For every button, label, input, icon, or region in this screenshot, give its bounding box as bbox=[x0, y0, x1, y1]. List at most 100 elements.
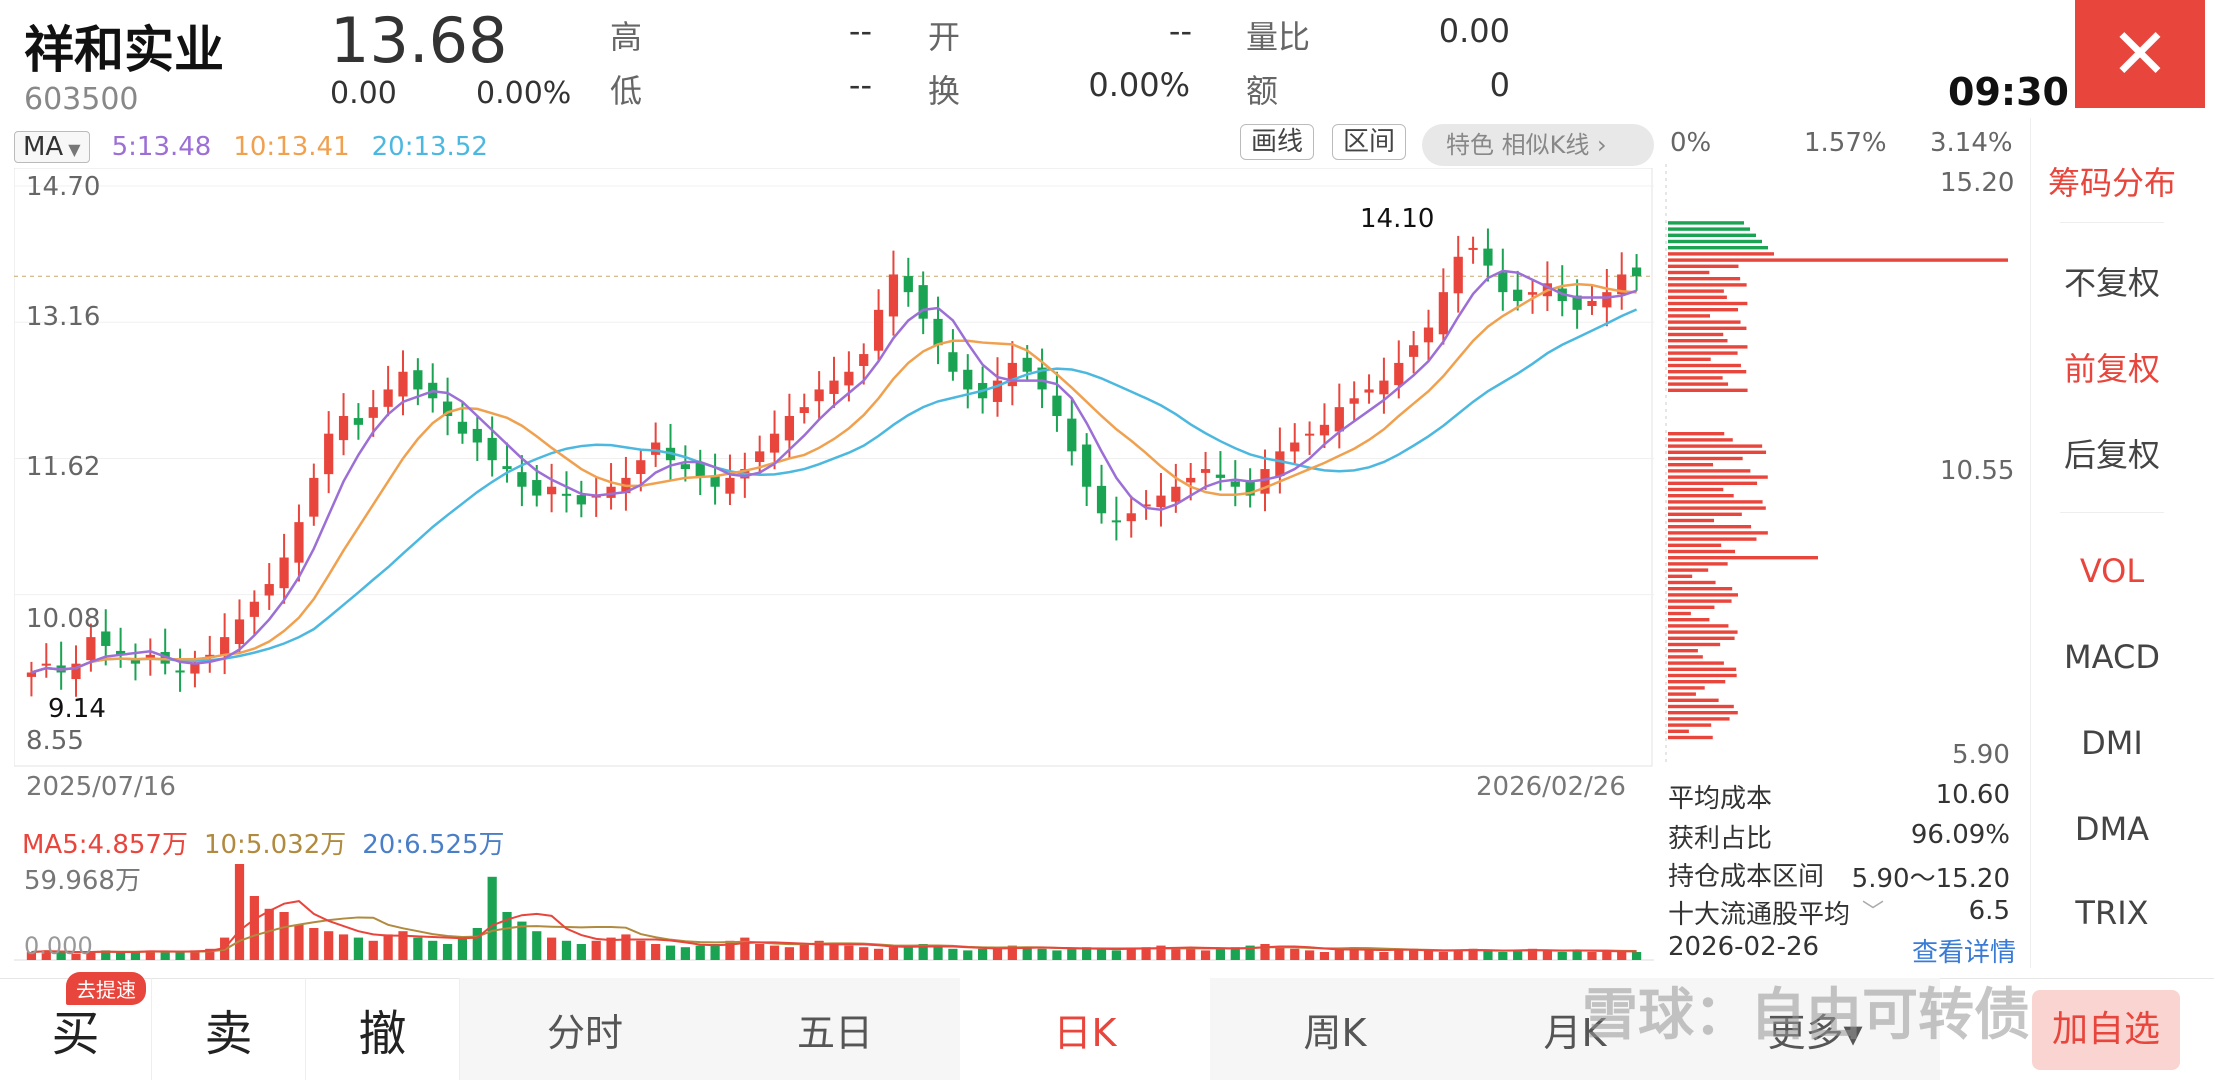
kline-chart[interactable] bbox=[14, 168, 1654, 768]
volume-chart[interactable] bbox=[14, 856, 1654, 962]
price-change: 0.00 bbox=[330, 76, 397, 111]
chip-bar bbox=[1668, 735, 1713, 740]
quote-volratio-value: 0.00 bbox=[1438, 12, 1510, 50]
candle-body bbox=[933, 318, 943, 346]
chip-bar bbox=[1668, 264, 1739, 268]
volume-bar bbox=[740, 937, 750, 960]
volume-bar bbox=[1186, 948, 1196, 960]
candle-body bbox=[487, 437, 497, 461]
chip-bar bbox=[1668, 599, 1732, 603]
chip-bar bbox=[1668, 227, 1750, 231]
volume-bar bbox=[1156, 945, 1166, 960]
vol-ma10: 10:5.032万 bbox=[203, 830, 347, 860]
candle-body bbox=[457, 421, 468, 434]
candle-body bbox=[279, 557, 289, 589]
volume-bar bbox=[1304, 950, 1315, 960]
side-item-dmi[interactable]: DMI bbox=[2081, 724, 2143, 762]
side-item-vol[interactable]: VOL bbox=[2079, 552, 2145, 590]
chip-bar bbox=[1668, 469, 1751, 473]
candle-body bbox=[115, 650, 126, 655]
chip-bar bbox=[1668, 487, 1724, 492]
tab-monthly-k[interactable]: 月K bbox=[1460, 978, 1690, 1080]
side-item-macd[interactable]: MACD bbox=[2064, 638, 2160, 676]
chip-detail-link[interactable]: 查看详情 bbox=[1912, 938, 2017, 968]
speedup-badge[interactable]: 去提速 bbox=[66, 972, 146, 1005]
side-item-dma[interactable]: DMA bbox=[2074, 810, 2150, 848]
chip-bar bbox=[1668, 258, 2008, 262]
chip-pct-tick: 3.14% bbox=[1930, 128, 2013, 158]
volume-bar bbox=[1082, 947, 1092, 960]
range-button[interactable]: 区间 bbox=[1332, 124, 1407, 160]
tab-more[interactable]: 更多▾ bbox=[1690, 978, 1940, 1080]
volume-bar bbox=[859, 947, 869, 960]
volume-bar bbox=[1572, 950, 1582, 960]
candle-body bbox=[606, 486, 616, 498]
draw-line-button[interactable]: 画线 bbox=[1240, 124, 1315, 160]
quote-turnover-label: 换 bbox=[928, 72, 961, 110]
chip-price-tick: 5.90 bbox=[1952, 740, 2010, 770]
side-item-forward-adjust[interactable]: 前复权 bbox=[2063, 350, 2160, 388]
volume-bar bbox=[1290, 948, 1300, 960]
similar-kline-button[interactable]: 特色 相似K线 › bbox=[1422, 124, 1654, 166]
candle-body bbox=[1126, 513, 1136, 522]
x-start-label: 2025/07/16 bbox=[26, 772, 176, 802]
volume-bar bbox=[1141, 947, 1151, 960]
vol-ma5-line bbox=[31, 900, 1637, 953]
volume-bar bbox=[1007, 945, 1017, 960]
chip-bar bbox=[1668, 376, 1723, 380]
candle-body bbox=[1096, 485, 1107, 514]
volume-bar bbox=[1587, 952, 1597, 960]
candle-body bbox=[1468, 247, 1478, 250]
candle-body bbox=[264, 584, 274, 596]
ma-selector[interactable]: MA ▼ bbox=[14, 131, 90, 163]
sell-button[interactable]: 卖 bbox=[152, 978, 306, 1080]
buy-button[interactable]: 买 bbox=[0, 978, 152, 1080]
vol-ma5: MA5:4.857万 bbox=[22, 830, 188, 860]
candle-body bbox=[636, 460, 646, 474]
chip-bar bbox=[1668, 246, 1768, 250]
candle-body bbox=[680, 464, 690, 470]
candle-body bbox=[1186, 477, 1196, 483]
chip-pct-tick: 1.57% bbox=[1804, 128, 1887, 158]
tab-five-day[interactable]: 五日 bbox=[710, 978, 960, 1080]
volume-bar bbox=[621, 934, 631, 960]
cancel-order-button[interactable]: 撤 bbox=[306, 978, 460, 1080]
candle-body bbox=[220, 637, 230, 656]
chevron-down-icon[interactable]: ﹀ bbox=[1862, 900, 1885, 925]
quote-turnover-value: 0.00% bbox=[1088, 66, 1190, 104]
side-item-no-adjust[interactable]: 不复权 bbox=[2063, 264, 2160, 302]
candle-body bbox=[948, 352, 958, 372]
candle-body bbox=[1304, 433, 1315, 436]
chip-bar bbox=[1668, 494, 1734, 498]
volume-bar bbox=[933, 947, 943, 960]
chip-bar bbox=[1668, 320, 1741, 324]
volume-bar bbox=[665, 945, 676, 960]
candle-body bbox=[383, 389, 393, 407]
candle-body bbox=[1260, 469, 1270, 494]
y-tick-label: 13.16 bbox=[26, 302, 101, 332]
candle-body bbox=[205, 654, 215, 657]
chip-bar bbox=[1668, 692, 1696, 696]
volume-bar bbox=[873, 948, 884, 960]
tab-weekly-k[interactable]: 周K bbox=[1210, 978, 1460, 1080]
close-button[interactable]: ✕ bbox=[2075, 0, 2205, 108]
tab-intraday[interactable]: 分时 bbox=[460, 978, 710, 1080]
candle-body bbox=[873, 309, 884, 351]
volume-bar bbox=[755, 944, 765, 960]
add-watchlist-button[interactable]: 加自选 bbox=[2032, 990, 2180, 1070]
tab-daily-k[interactable]: 日K bbox=[960, 978, 1210, 1080]
candle-body bbox=[1394, 362, 1404, 386]
candle-body bbox=[992, 380, 1003, 402]
chip-bar bbox=[1668, 618, 1710, 622]
side-item-trix[interactable]: TRIX bbox=[2075, 894, 2149, 932]
volume-bar bbox=[769, 945, 780, 960]
candle-body bbox=[1513, 289, 1523, 301]
chip-bar bbox=[1668, 432, 1725, 436]
chip-distribution-chart[interactable] bbox=[1664, 164, 2014, 764]
ma20-value: 20:13.52 bbox=[371, 132, 488, 162]
close-icon: ✕ bbox=[2110, 13, 2170, 95]
volume-bar bbox=[398, 931, 408, 960]
volume-bar bbox=[606, 937, 616, 960]
side-item-chip[interactable]: 筹码分布 bbox=[2047, 164, 2176, 202]
side-item-back-adjust[interactable]: 后复权 bbox=[2063, 436, 2160, 474]
